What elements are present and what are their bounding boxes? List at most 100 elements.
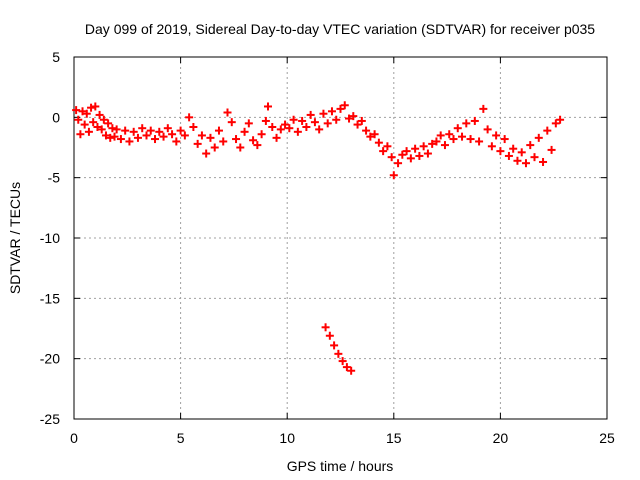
data-point bbox=[500, 135, 509, 144]
x-tick-label: 20 bbox=[493, 430, 509, 446]
data-point bbox=[340, 101, 349, 110]
data-point bbox=[116, 135, 125, 144]
data-point bbox=[539, 157, 548, 166]
data-point bbox=[276, 125, 285, 134]
data-point bbox=[306, 110, 315, 119]
x-tick-label: 5 bbox=[177, 430, 185, 446]
x-tick-label: 15 bbox=[386, 430, 402, 446]
data-point bbox=[428, 139, 437, 148]
data-point bbox=[436, 131, 445, 140]
data-point bbox=[319, 109, 328, 118]
y-tick-label: -15 bbox=[40, 290, 60, 306]
data-point bbox=[197, 131, 206, 140]
data-point bbox=[379, 147, 388, 156]
data-point bbox=[383, 142, 392, 151]
data-point bbox=[345, 114, 354, 123]
data-point bbox=[517, 148, 526, 157]
data-point bbox=[281, 120, 290, 129]
data-point bbox=[268, 122, 277, 131]
data-point bbox=[449, 135, 458, 144]
data-point bbox=[419, 142, 428, 151]
data-point bbox=[342, 363, 351, 372]
data-point bbox=[223, 108, 232, 117]
x-axis-label: GPS time / hours bbox=[287, 458, 394, 474]
y-tick-label: -25 bbox=[40, 411, 60, 427]
data-point bbox=[146, 126, 155, 135]
data-point bbox=[163, 124, 172, 133]
data-point bbox=[159, 132, 168, 141]
data-point bbox=[257, 130, 266, 139]
data-point bbox=[521, 159, 530, 168]
data-point bbox=[285, 124, 294, 133]
data-point bbox=[206, 133, 215, 142]
data-point bbox=[74, 115, 83, 124]
data-point bbox=[509, 144, 518, 153]
data-point bbox=[155, 127, 164, 136]
data-point bbox=[530, 153, 539, 162]
data-point bbox=[151, 135, 160, 144]
data-point bbox=[370, 130, 379, 139]
data-point bbox=[353, 120, 362, 129]
data-point bbox=[321, 323, 330, 332]
data-point bbox=[97, 125, 106, 134]
data-point bbox=[84, 127, 93, 136]
chart-title: Day 099 of 2019, Sidereal Day-to-day VTE… bbox=[85, 21, 595, 37]
data-point bbox=[176, 126, 185, 135]
data-point bbox=[101, 131, 110, 140]
data-point bbox=[445, 130, 454, 139]
data-point bbox=[366, 132, 375, 141]
data-point bbox=[240, 127, 249, 136]
data-point bbox=[89, 118, 98, 127]
data-point bbox=[142, 131, 151, 140]
y-axis-label: SDTVAR / TECUs bbox=[7, 182, 23, 294]
data-point bbox=[249, 136, 258, 145]
data-point bbox=[323, 119, 332, 128]
y-tick-label: 0 bbox=[52, 109, 60, 125]
data-point bbox=[91, 102, 100, 111]
data-point bbox=[87, 103, 96, 112]
data-point bbox=[487, 142, 496, 151]
data-point bbox=[394, 159, 403, 168]
data-point bbox=[513, 156, 522, 165]
data-point bbox=[453, 124, 462, 133]
data-point bbox=[189, 122, 198, 131]
axis-ticks bbox=[73, 56, 608, 420]
data-point bbox=[106, 133, 115, 142]
data-point bbox=[374, 138, 383, 147]
data-point bbox=[330, 341, 339, 350]
data-point bbox=[95, 110, 104, 119]
data-point bbox=[76, 130, 85, 139]
data-point bbox=[80, 120, 89, 129]
data-point bbox=[104, 119, 113, 128]
data-point bbox=[121, 126, 130, 135]
data-point bbox=[504, 151, 513, 160]
data-point bbox=[325, 331, 334, 340]
data-point bbox=[347, 366, 356, 375]
data-point bbox=[180, 131, 189, 140]
x-tick-label: 10 bbox=[279, 430, 295, 446]
data-point bbox=[110, 132, 119, 141]
data-point bbox=[556, 115, 565, 124]
data-point bbox=[332, 115, 341, 124]
data-point bbox=[389, 171, 398, 180]
data-point bbox=[458, 132, 467, 141]
data-point bbox=[479, 104, 488, 113]
data-point bbox=[327, 107, 336, 116]
y-tick-label: -10 bbox=[40, 230, 60, 246]
y-tick-label: 5 bbox=[52, 49, 60, 65]
x-tick-label: 0 bbox=[70, 430, 78, 446]
data-point bbox=[168, 130, 177, 139]
data-point bbox=[219, 137, 228, 146]
data-point bbox=[227, 118, 236, 127]
data-point bbox=[349, 112, 358, 121]
data-point bbox=[411, 144, 420, 153]
data-point bbox=[387, 153, 396, 162]
data-point bbox=[470, 116, 479, 125]
data-point bbox=[338, 357, 347, 366]
data-point bbox=[496, 147, 505, 156]
data-point bbox=[526, 141, 535, 150]
data-point bbox=[423, 149, 432, 158]
data-point bbox=[138, 124, 147, 133]
data-point bbox=[543, 126, 552, 135]
